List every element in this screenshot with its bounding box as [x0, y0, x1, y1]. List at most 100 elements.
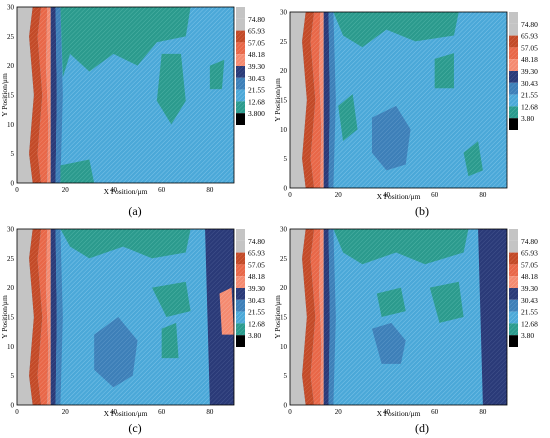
legend-label: 65.93 — [248, 249, 265, 258]
legend-swatch — [236, 30, 245, 43]
y-tick-label: 0 — [11, 180, 15, 188]
legend-swatch — [509, 106, 518, 119]
panel-caption: (b) — [415, 204, 429, 218]
contour-region-30.43 — [55, 7, 63, 183]
legend-label: 48.18 — [521, 272, 538, 281]
legend-swatch — [236, 42, 245, 55]
contour-region-48.18 — [318, 229, 324, 405]
legend-swatch — [236, 113, 245, 125]
x-tick-label: 60 — [431, 408, 439, 416]
legend-swatch — [509, 23, 518, 36]
legend-label: 30.43 — [248, 296, 265, 305]
legend-swatch — [236, 229, 245, 241]
legend-label: 39.30 — [248, 62, 265, 71]
y-tick-label: 25 — [280, 38, 288, 46]
x-tick-label: 0 — [15, 186, 19, 194]
y-axis-label: Y Position/μm — [273, 78, 282, 122]
y-axis-label: Y Position/μm — [0, 73, 9, 117]
plot-frame — [289, 11, 508, 189]
contour-region-74.80 — [290, 229, 307, 405]
legend-swatch — [236, 299, 245, 312]
x-tick-label: 80 — [206, 408, 214, 416]
legend-label: 12.68 — [521, 319, 538, 328]
legend-label: 3.80 — [521, 331, 534, 340]
contour-region-39.30 — [478, 229, 507, 405]
x-tick-label: 0 — [15, 408, 19, 416]
contour-region-12.68 — [434, 53, 454, 89]
legend-label: 65.93 — [521, 32, 538, 41]
y-tick-label: 0 — [284, 185, 288, 193]
legend-label: 39.30 — [521, 284, 538, 293]
legend-label: 12.68 — [521, 102, 538, 111]
contour-region-12.68 — [333, 12, 459, 48]
contour-region-65.93 — [29, 7, 43, 183]
legend-label: 74.80 — [248, 237, 265, 246]
legend-label: 21.55 — [248, 86, 265, 95]
contour-region-57.05 — [37, 229, 49, 405]
x-tick-label: 20 — [62, 408, 70, 416]
legend-swatch — [509, 276, 518, 288]
x-tick-label: 0 — [288, 408, 292, 416]
contour-region-12.68 — [60, 159, 95, 183]
legend-swatch — [509, 47, 518, 60]
y-tick-label: 15 — [280, 314, 288, 322]
legend-swatch — [236, 240, 245, 253]
legend-swatch — [509, 264, 518, 277]
contour-region-65.93 — [302, 229, 316, 405]
legend-swatch — [509, 335, 518, 347]
contour-region-57.05 — [219, 287, 234, 335]
legend-swatch — [236, 66, 245, 78]
contour-region-12.68 — [333, 229, 469, 265]
x-tick-label: 60 — [158, 408, 166, 416]
y-tick-label: 15 — [7, 92, 15, 100]
chart-panel-b: 0 20 40 60 80 0 5 10 15 20 25 30 X Position/μm Y Posi… — [273, 9, 538, 219]
x-tick-label: 40 — [110, 186, 118, 194]
legend-label: 57.05 — [521, 260, 538, 269]
contour-region-12.68 — [209, 59, 225, 90]
contour-region-57.05 — [37, 7, 49, 183]
panel-caption: (c) — [128, 421, 141, 435]
contour-region-48.18 — [45, 229, 51, 405]
legend-label: 48.18 — [248, 50, 265, 59]
y-axis-label: Y Position/μm — [273, 295, 282, 339]
y-tick-label: 25 — [7, 255, 15, 263]
legend-label: 3.800 — [248, 109, 265, 118]
legend-swatch — [236, 252, 245, 265]
x-tick-label: 80 — [479, 408, 487, 416]
contour-region-39.30 — [205, 229, 234, 405]
y-tick-label: 10 — [280, 126, 288, 134]
y-tick-label: 0 — [11, 402, 15, 410]
y-tick-label: 25 — [7, 33, 15, 41]
legend-swatch — [509, 12, 518, 24]
legend-label: 21.55 — [521, 308, 538, 317]
y-tick-label: 10 — [280, 343, 288, 351]
y-tick-label: 5 — [284, 372, 288, 380]
x-axis-label: X Position/μm — [104, 409, 148, 418]
x-axis-label: X Position/μm — [104, 187, 148, 196]
legend-swatch — [236, 311, 245, 324]
legend-label: 21.55 — [521, 91, 538, 100]
legend-label: 12.68 — [248, 319, 265, 328]
legend-swatch — [509, 118, 518, 130]
contour-region-30.43 — [371, 105, 411, 171]
plot-frame — [289, 228, 508, 406]
panel-caption: (d) — [415, 421, 429, 435]
legend-label: 65.93 — [521, 249, 538, 258]
y-tick-label: 10 — [7, 343, 15, 351]
legend-label: 3.80 — [521, 114, 534, 123]
legend-swatch — [236, 288, 245, 300]
contour-region-48.18 — [45, 7, 51, 183]
contour-region-39.30 — [50, 7, 57, 183]
legend-swatch — [236, 7, 245, 19]
y-tick-label: 5 — [284, 155, 288, 163]
legend-label: 30.43 — [248, 74, 265, 83]
contour-region-12.68 — [161, 322, 179, 359]
x-tick-label: 60 — [431, 191, 439, 199]
chart-panel-d: 0 20 40 60 80 0 5 10 15 20 25 30 X Position/μm Y Posi… — [273, 226, 538, 436]
legend-label: 74.80 — [248, 15, 265, 24]
plot-frame — [16, 228, 235, 406]
contour-region-39.30 — [323, 229, 330, 405]
x-tick-label: 60 — [158, 186, 166, 194]
legend-swatch — [236, 89, 245, 102]
